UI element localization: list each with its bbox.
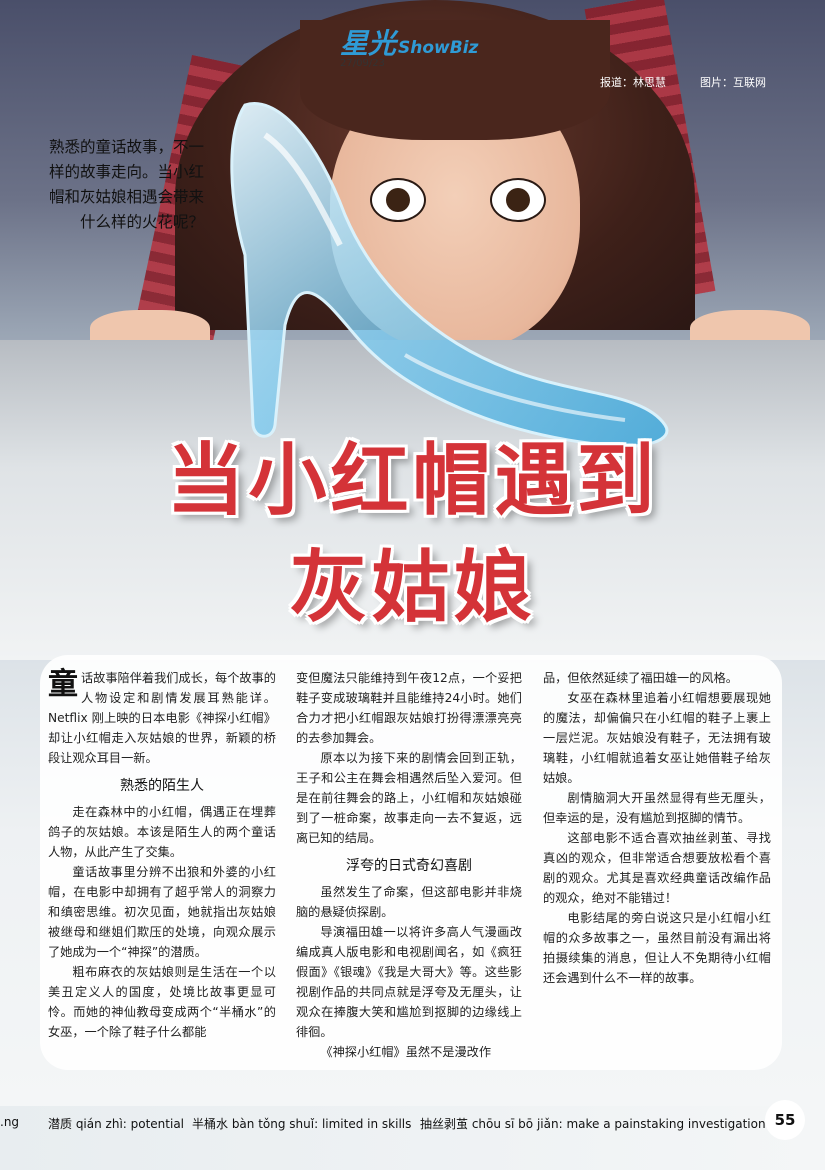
- issue-date: 27/09/23: [340, 58, 385, 69]
- page-number: 55: [765, 1100, 805, 1140]
- paragraph: 这部电影不适合喜欢抽丝剥茧、寻找真凶的观众，但非常适合想要放松看个喜剧的观众。尤…: [543, 831, 771, 905]
- right-eye: [490, 178, 546, 222]
- mast-chinese: 星光: [340, 27, 397, 60]
- paragraph: 变但魔法只能维持到午夜12点，一个妥把鞋子变成玻璃鞋并且能维持24小时。她们合力…: [296, 671, 522, 745]
- paragraph: 导演福田雄一以将许多高人气漫画改编成真人版电影和电视剧闻名，如《疯狂假面》《银魂…: [296, 925, 522, 1039]
- glass-slipper-image: [230, 102, 669, 448]
- image-credit: 图片：互联网: [700, 76, 766, 89]
- article-panel: [40, 655, 782, 1070]
- glossary-footer: [0, 1106, 825, 1170]
- paragraph: 走在森林中的小红帽，偶遇正在埋葬鸽子的灰姑娘。本该是陌生人的两个童话人物，从此产…: [48, 805, 276, 859]
- paragraph: 童话故事陪伴着我们成长，每个故事的人物设定和剧情发展耳熟能详。Netflix 刚…: [48, 668, 276, 768]
- subheading: 浮夸的日式奇幻喜剧: [346, 858, 472, 874]
- article-column-3: 品，但依然延续了福田雄一的风格。 女巫在森林里追着小红帽想要展现她的魔法，却偏偏…: [543, 668, 771, 988]
- paragraph: 女巫在森林里追着小红帽想要展现她的魔法，却偏偏只在小红帽的鞋子上裹上一层烂泥。灰…: [543, 691, 771, 785]
- article-column-1: 童话故事陪伴着我们成长，每个故事的人物设定和剧情发展耳熟能详。Netflix 刚…: [48, 668, 276, 1042]
- headline-line-2: 灰姑娘: [289, 543, 536, 633]
- reporter-credit: 报道：林思慧: [600, 76, 666, 89]
- glossary-item: 潜质 qián zhì: potential: [48, 1117, 185, 1131]
- paragraph: 粗布麻衣的灰姑娘则是生活在一个以美丑定义人的国度，处境比故事更显可怜。而她的神仙…: [48, 965, 276, 1039]
- marble-table: [0, 340, 825, 660]
- article-column-2: 变但魔法只能维持到午夜12点，一个妥把鞋子变成玻璃鞋并且能维持24小时。她们合力…: [296, 668, 522, 1062]
- paragraph: 原本以为接下来的剧情会回到正轨，王子和公主在舞会相遇然后坠入爱河。但是在前往舞会…: [296, 751, 522, 845]
- glossary-item: .ng: [0, 1115, 20, 1129]
- paragraph: 《神探小红帽》虽然不是漫改作: [320, 1045, 492, 1059]
- subheading: 熟悉的陌生人: [120, 778, 204, 794]
- drop-cap: 童: [48, 667, 78, 702]
- paragraph: 电影结尾的旁白说这只是小红帽小红帽的众多故事之一，虽然目前没有漏出将拍摄续集的消…: [543, 911, 771, 985]
- headline-line-1: 当小红帽遇到: [166, 436, 659, 526]
- glossary-item: 半桶水 bàn tǒng shuǐ: limited in skills: [192, 1117, 412, 1131]
- girl-bangs: [300, 20, 610, 140]
- mast-english: ShowBiz: [398, 38, 479, 58]
- paragraph: 品，但依然延续了福田雄一的风格。: [543, 671, 738, 685]
- left-eye: [370, 178, 426, 222]
- paragraph: 剧情脑洞大开虽然显得有些无厘头，但幸运的是，没有尴尬到抠脚的情节。: [543, 791, 771, 825]
- glossary-item: 抽丝剥茧 chōu sī bō jiǎn: make a painstaking…: [420, 1117, 766, 1131]
- intro-text: 熟悉的童话故事，不一样的故事走向。当小红帽和灰姑娘相遇会带来什么样的火花呢？: [48, 138, 204, 231]
- paragraph-text: 话故事陪伴着我们成长，每个故事的人物设定和剧情发展耳熟能详。Netflix 刚上…: [48, 671, 276, 765]
- magazine-section-logo: 星光 ShowBiz: [340, 22, 478, 62]
- paragraph: 童话故事里分辨不出狼和外婆的小红帽，在电影中却拥有了超乎常人的洞察力和缜密思维。…: [48, 865, 276, 959]
- paragraph: 虽然发生了命案，但这部电影并非烧脑的悬疑侦探剧。: [296, 885, 522, 919]
